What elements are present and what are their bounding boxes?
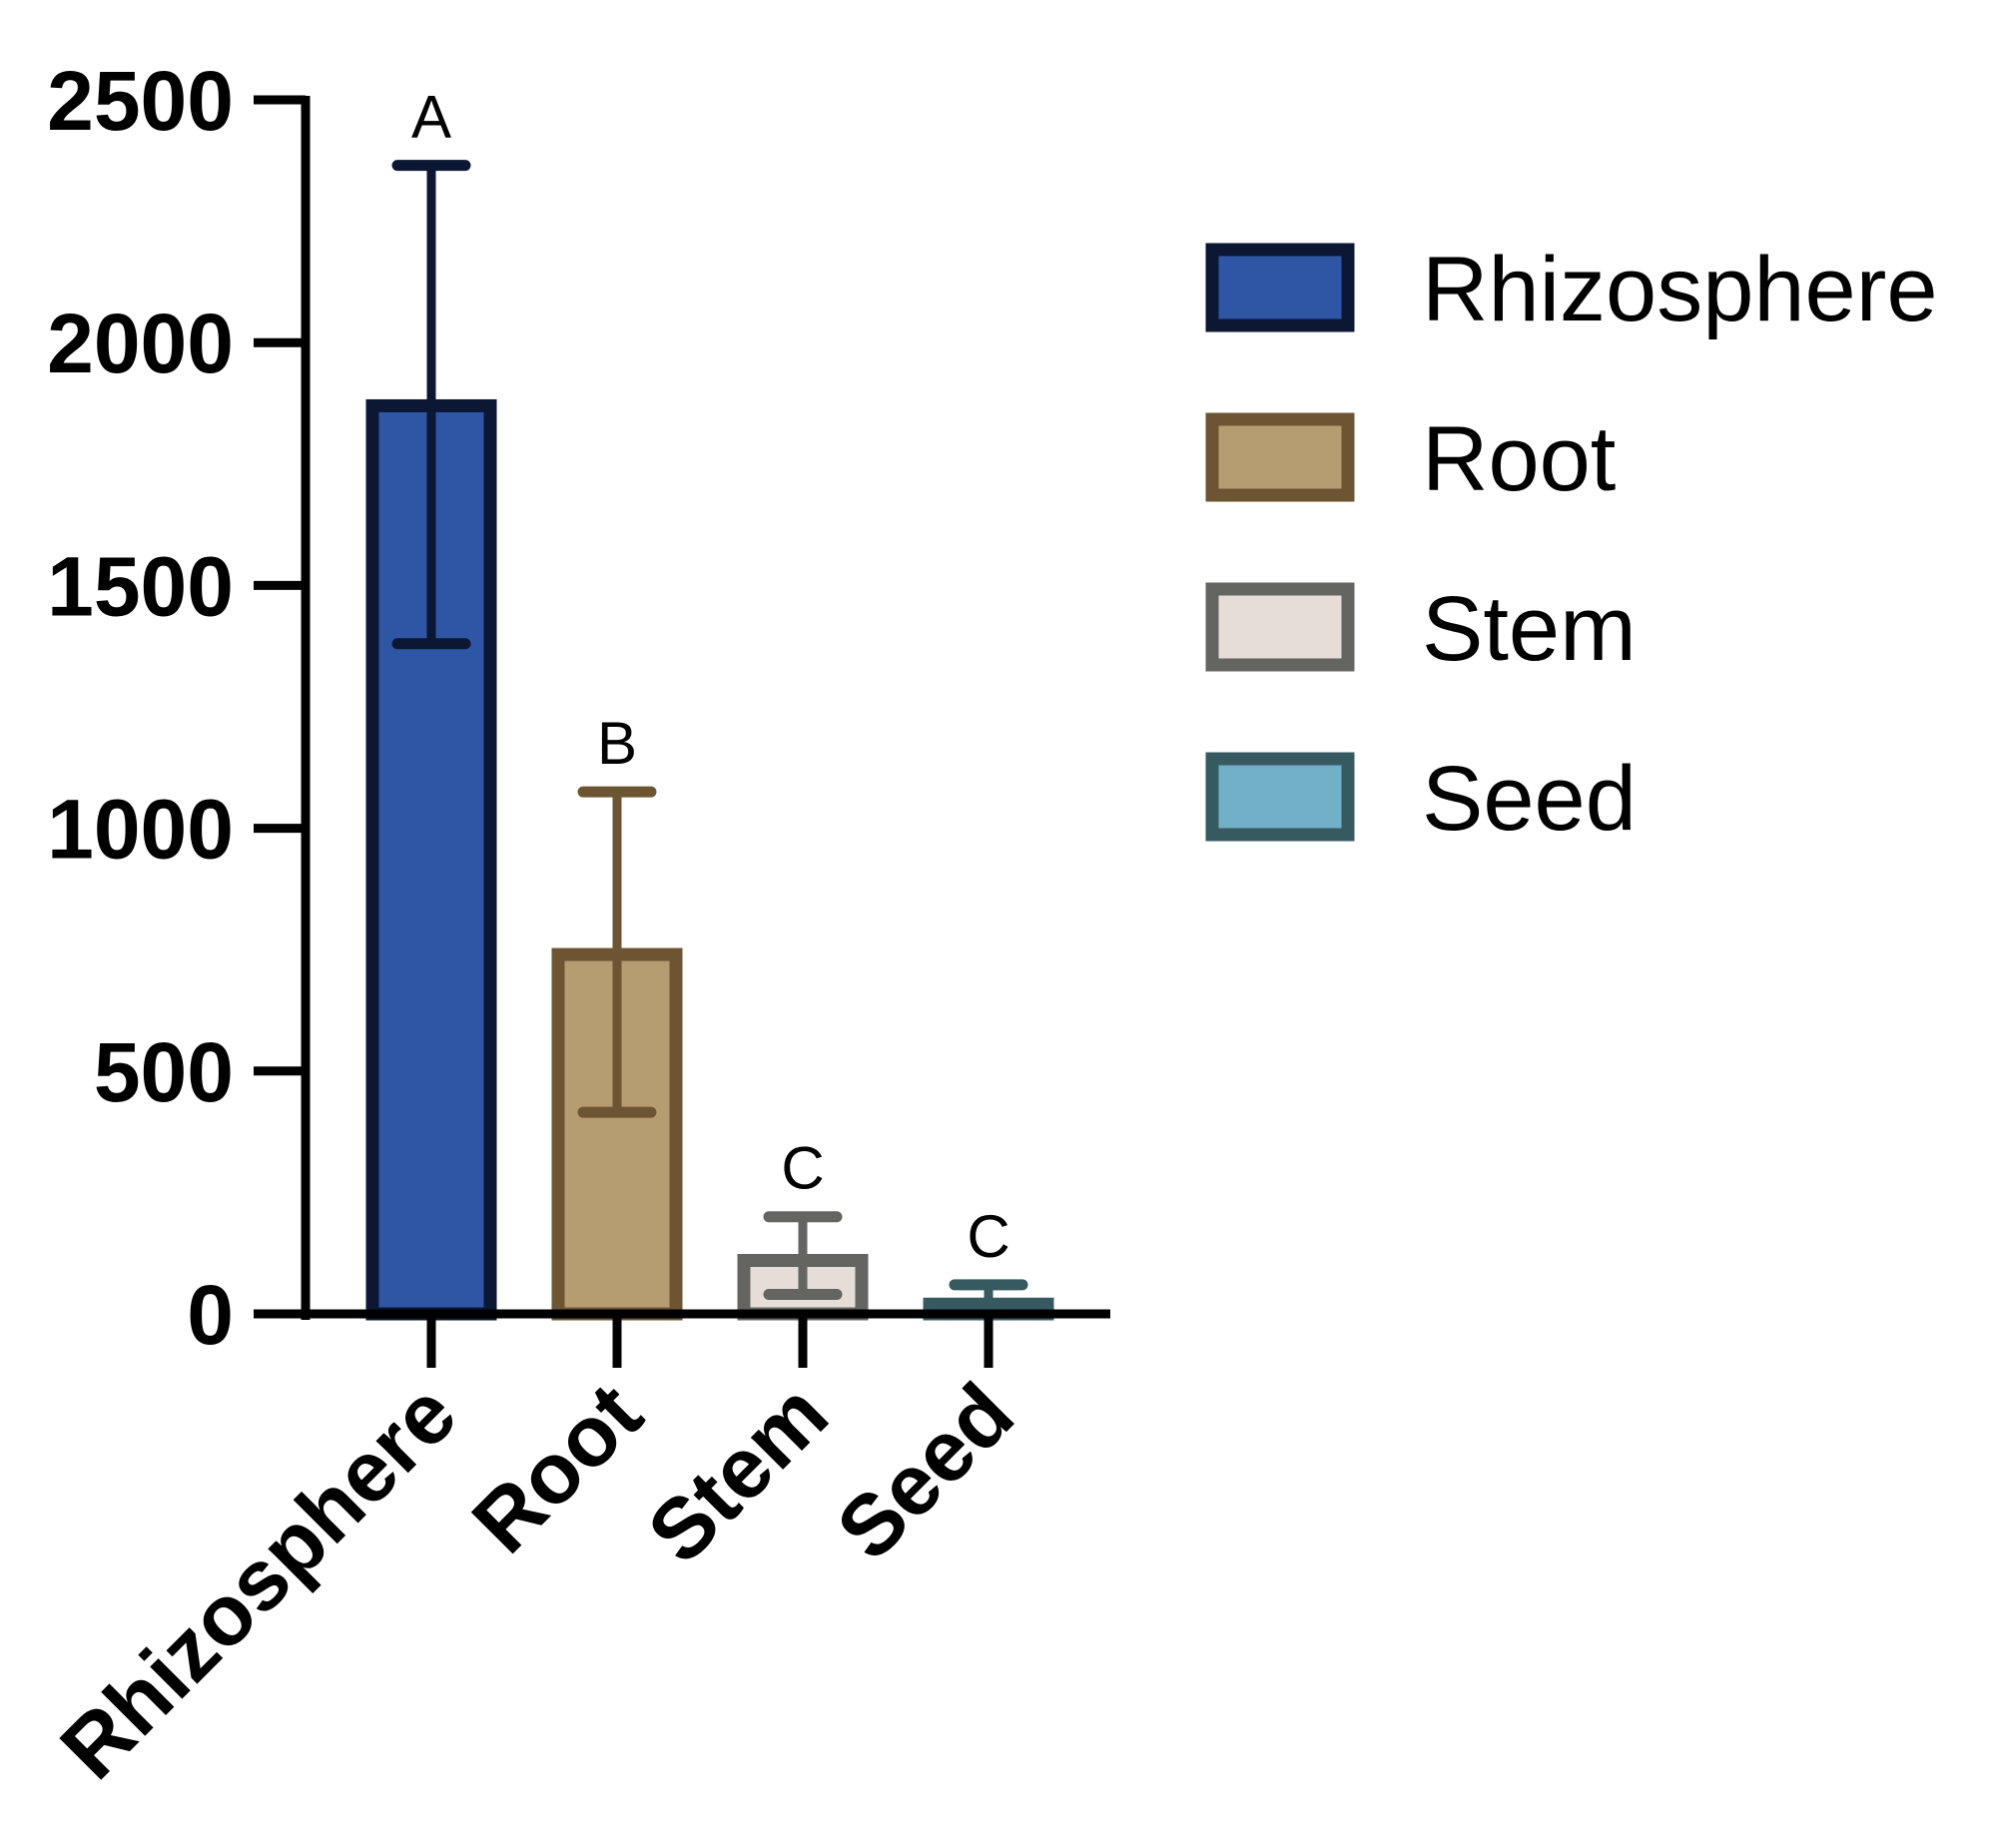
x-category-label: Stem <box>630 1366 847 1582</box>
axes-group: 0 500 1000 1500 2000 2500 <box>47 54 1110 1368</box>
legend-item-root: Root <box>1205 408 1616 510</box>
significance-label: C <box>781 1135 824 1202</box>
legend-swatch <box>1205 582 1355 672</box>
legend-label: Rhizosphere <box>1422 239 1938 340</box>
significance-labels-group: A B C C <box>411 84 1010 1270</box>
bars-group <box>365 398 1054 1321</box>
legend-label: Seed <box>1422 748 1637 850</box>
legend-item-stem: Stem <box>1205 578 1637 680</box>
error-bar-stem <box>763 1211 843 1301</box>
x-category-label: Root <box>454 1366 660 1571</box>
y-tick-label: 2000 <box>47 297 234 390</box>
legend-item-seed: Seed <box>1205 748 1637 850</box>
legend-label: Stem <box>1422 578 1637 680</box>
legend: Rhizosphere Root Stem Seed <box>1205 239 1938 850</box>
legend-swatch <box>1205 752 1355 842</box>
y-tick-label: 500 <box>94 1025 234 1119</box>
error-bar-root <box>577 786 657 1118</box>
x-category-label: Seed <box>819 1366 1031 1578</box>
legend-swatch <box>1205 243 1355 332</box>
legend-item-rhizosphere: Rhizosphere <box>1205 239 1938 340</box>
significance-label: C <box>967 1203 1009 1270</box>
y-tick-label: 1000 <box>47 783 234 877</box>
error-bar-rhizosphere <box>391 160 471 650</box>
legend-swatch <box>1205 412 1355 502</box>
y-tick-label: 1500 <box>47 539 234 633</box>
x-category-label: Rhizosphere <box>43 1366 475 1798</box>
y-tick-label: 0 <box>187 1268 234 1362</box>
legend-label: Root <box>1422 408 1616 510</box>
y-tick-label: 2500 <box>47 54 234 148</box>
significance-label: B <box>597 710 637 777</box>
significance-label: A <box>411 84 451 151</box>
